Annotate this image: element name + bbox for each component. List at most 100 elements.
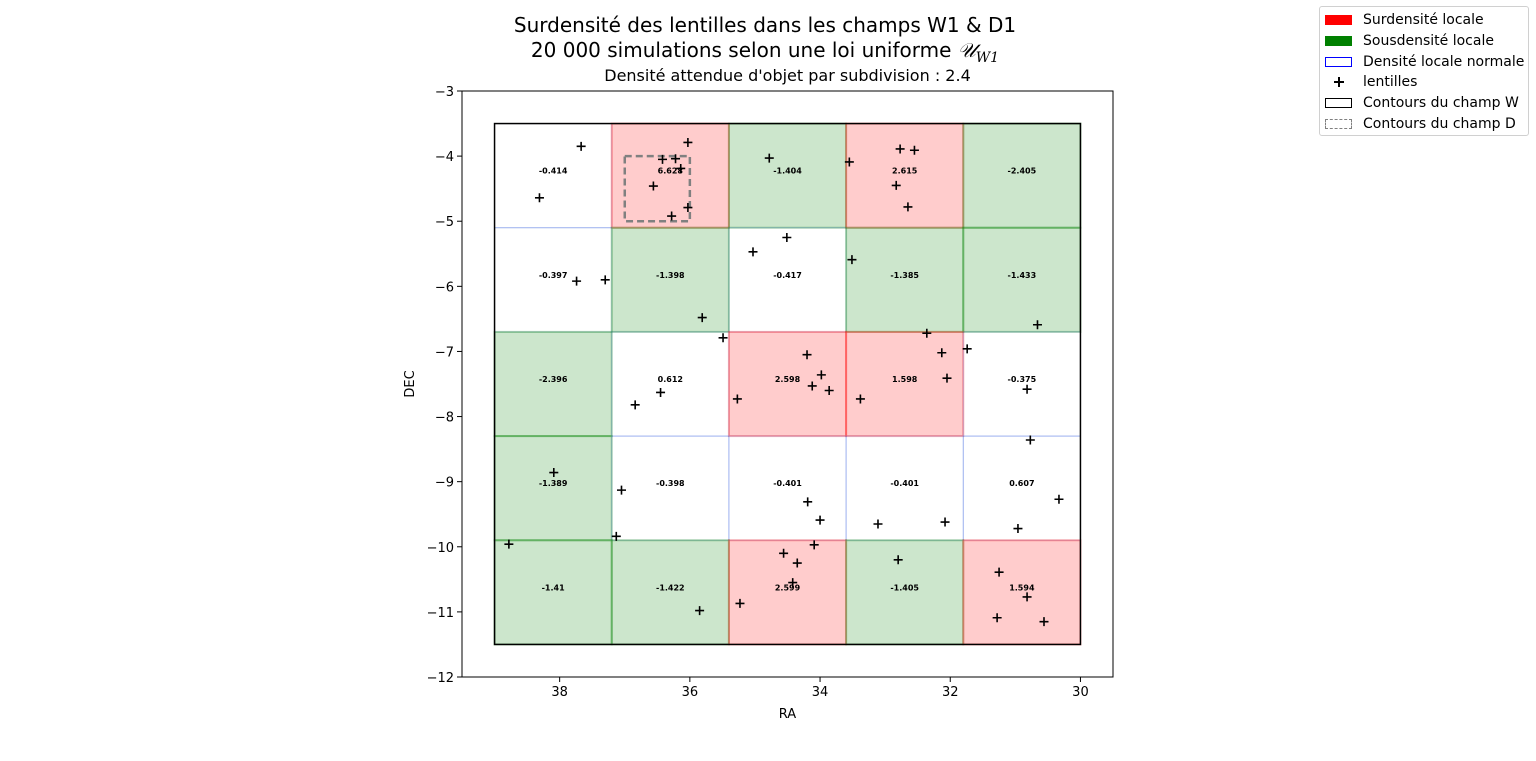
lens-point [611, 531, 621, 541]
x-tick-label: 38 [551, 685, 568, 700]
y-tick-label: −10 [427, 541, 454, 556]
legend-item-normal: Densité locale normale [1325, 53, 1524, 71]
legend-marker-plus [1325, 73, 1352, 91]
cell-value-label: 1.594 [1009, 583, 1035, 592]
y-tick-label: −12 [427, 671, 454, 686]
lens-point [549, 468, 559, 478]
lens-point [873, 519, 883, 529]
cell-value-label: -0.401 [773, 479, 802, 488]
lens-point [1022, 384, 1032, 394]
axes-frame [461, 90, 1114, 678]
lens-point [1032, 320, 1042, 330]
cell-value-label: 2.599 [775, 583, 801, 592]
grid-cell [962, 539, 1082, 646]
lens-point [683, 203, 693, 213]
chart-subtitle: Densité attendue d'objet par subdivision… [604, 66, 971, 85]
cell-value-label: -0.414 [539, 167, 568, 176]
lens-point [824, 386, 834, 396]
cell-value-label: 6.628 [658, 167, 684, 176]
lens-point [576, 141, 586, 151]
legend-item-under: Sousdensité locale [1325, 32, 1494, 50]
legend-label: Sousdensité locale [1363, 32, 1494, 49]
lens-point [940, 517, 950, 527]
cell-value-label: -1.404 [773, 167, 802, 176]
grid-cell [493, 435, 613, 542]
cell-value-label: 1.598 [892, 375, 918, 384]
grid-cell [845, 539, 965, 646]
grid-cell [493, 539, 613, 646]
cell-value-label: -0.398 [656, 479, 685, 488]
legend-swatch [1325, 119, 1352, 129]
lens-point [667, 211, 677, 221]
cell-value-label: -1.405 [890, 583, 919, 592]
x-tick-label: 34 [812, 685, 829, 700]
lens-point [937, 348, 947, 358]
x-tick-label: 36 [682, 685, 699, 700]
lens-point [807, 381, 817, 391]
lens-point [616, 485, 626, 495]
cell-value-label: -0.417 [773, 271, 802, 280]
grid-cell [962, 331, 1081, 437]
lens-point [671, 154, 681, 164]
grid-cell [845, 226, 965, 333]
cell-value-label: 2.615 [892, 167, 918, 176]
lens-point [909, 145, 919, 155]
lens-point [504, 539, 514, 549]
legend-label: Contours du champ D [1363, 116, 1516, 132]
x-axis-label: RA [779, 707, 797, 722]
grid-cell [845, 435, 964, 541]
grid-cell [728, 435, 847, 541]
grid-cell [845, 122, 965, 229]
legend-swatch [1325, 98, 1352, 109]
y-tick-label: −7 [435, 345, 454, 360]
cell-value-label: 2.598 [775, 375, 801, 384]
legend-swatch [1325, 35, 1352, 46]
grid-cell [610, 226, 730, 333]
cell-value-label: -2.405 [1008, 167, 1037, 176]
lens-point [942, 373, 952, 383]
cell-value-label: -0.397 [539, 271, 568, 280]
cell-value-label: -0.375 [1008, 375, 1037, 384]
w-field-contour [493, 122, 1082, 646]
lens-point [695, 606, 705, 616]
cell-value-label: -0.401 [890, 479, 919, 488]
title-line-2: 20 000 simulations selon une loi uniform… [450, 38, 1080, 71]
lens-point [1039, 617, 1049, 627]
lens-point [735, 598, 745, 608]
legend-label: Surdensité locale [1363, 12, 1484, 28]
lens-point [847, 255, 857, 265]
y-tick-label: −4 [435, 150, 454, 165]
grid-cell [728, 227, 847, 333]
legend-swatch [1325, 56, 1352, 67]
legend-item-lens: lentilles [1325, 73, 1417, 91]
lens-point [895, 144, 905, 154]
lens-point [994, 567, 1004, 577]
lens-point [656, 387, 666, 397]
lens-point [802, 350, 812, 360]
cell-value-label: -1.41 [542, 583, 565, 592]
cell-value-label: -1.433 [1008, 271, 1037, 280]
lens-point [815, 515, 825, 525]
grid-cell [845, 330, 965, 438]
uniform-law-subscript: W1 [975, 50, 1000, 66]
title-line-1: Surdensité des lentilles dans les champs… [513, 13, 1017, 37]
grid-cell [727, 330, 848, 438]
lens-point [816, 370, 826, 380]
lens-point [732, 394, 742, 404]
grid-cell [610, 122, 730, 229]
cell-value-label: -1.385 [890, 271, 919, 280]
y-tick-label: −3 [435, 85, 454, 100]
legend-label: lentilles [1363, 74, 1418, 91]
title-line-2-text: 20 000 simulations selon une loi uniform… [530, 38, 952, 62]
cell-value-label: -1.422 [656, 583, 685, 592]
uniform-law-letter: 𝒰 [957, 38, 976, 62]
cell-value-label: -2.396 [539, 375, 568, 384]
lens-point [903, 202, 913, 212]
lens-point [1013, 524, 1023, 534]
grid-cell [727, 122, 848, 229]
lens-point [893, 555, 903, 565]
chart-title: Surdensité des lentilles dans les champs… [450, 13, 1080, 71]
legend-item-w_contour: Contours du champ W [1325, 94, 1519, 112]
grid-cell [727, 539, 848, 646]
chart-legend: Surdensité locale Sousdensité locale Densi… [1319, 6, 1529, 136]
